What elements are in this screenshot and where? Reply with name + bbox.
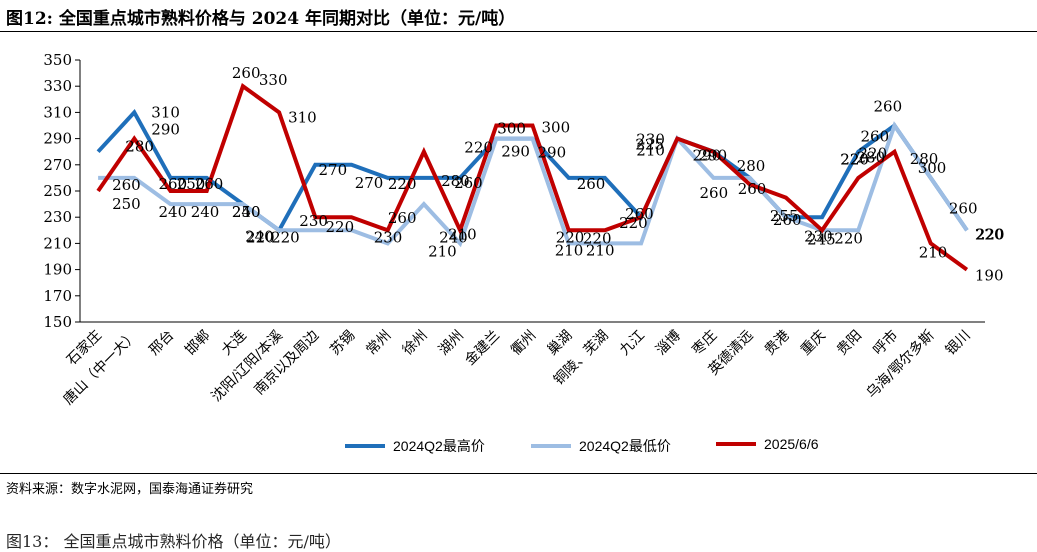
data-label: 220	[619, 214, 648, 232]
legend-item-2024q2-min: 2024Q2最低价	[531, 436, 671, 456]
legend: 2024Q2最高价 2024Q2最低价 2025/6/6	[0, 436, 1037, 458]
data-label: 270	[355, 174, 384, 192]
data-label: 240	[191, 203, 220, 221]
data-label: 220	[464, 139, 493, 157]
x-category-label: 大连	[219, 328, 250, 359]
data-label: 260	[388, 209, 417, 227]
x-category-label: 呼市	[870, 327, 902, 359]
legend-label: 2024Q2最低价	[579, 436, 671, 456]
x-category-label: 常州	[363, 328, 394, 359]
data-label: 220	[388, 175, 417, 193]
x-category-label: 重庆	[798, 328, 829, 359]
data-label: 260	[112, 176, 141, 194]
data-label: 310	[288, 108, 317, 126]
y-tick-label: 250	[43, 182, 72, 200]
x-category-label: 淄博	[652, 327, 684, 359]
series-line	[98, 126, 967, 244]
data-label: 280	[125, 138, 154, 156]
y-tick-label: 330	[43, 77, 72, 95]
data-label: 290	[151, 121, 180, 139]
legend-item-2025-6-6: 2025/6/6	[716, 436, 819, 452]
x-category-label: 贵港	[762, 328, 793, 359]
data-label: 260	[773, 211, 802, 229]
x-category-label: 苏锡	[327, 328, 358, 359]
y-tick-label: 230	[43, 208, 72, 226]
data-label: 260	[874, 98, 903, 116]
y-tick-label: 170	[43, 287, 72, 305]
x-category-label: 金建兰	[462, 328, 503, 369]
legend-item-2024q2-max: 2024Q2最高价	[345, 436, 485, 456]
data-label: 260	[700, 184, 729, 202]
data-label: 230	[299, 212, 328, 230]
x-category-labels: 石家庄唐山（中一大）邢台邯郸大连沈阳/辽阳/本溪南京以及周边苏锡常州徐州湖州金建…	[60, 327, 974, 408]
data-label: 260	[738, 180, 767, 198]
data-label: 310	[151, 103, 180, 121]
data-label: 220	[976, 225, 1005, 243]
y-tick-label: 290	[43, 130, 72, 148]
data-label: 210	[919, 243, 948, 261]
y-tick-label: 310	[43, 103, 72, 121]
data-label: 210	[586, 241, 615, 259]
data-label: 280	[737, 157, 766, 175]
data-label: 190	[975, 267, 1004, 285]
y-tick-label: 210	[43, 234, 72, 252]
data-label: 260	[577, 175, 606, 193]
data-label: 220	[246, 228, 275, 246]
x-category-label: 衢州	[508, 327, 540, 359]
data-label: 240	[159, 203, 188, 221]
data-label: 210	[636, 142, 665, 160]
x-category-label: 贵阳	[834, 328, 865, 359]
data-label: 290	[693, 147, 722, 165]
next-figure-title: 图13： 全国重点城市熟料价格（单位：元/吨）	[6, 528, 341, 552]
data-label: 260	[949, 199, 978, 217]
x-category-label: 银川	[943, 328, 974, 359]
legend-swatch-line	[716, 442, 756, 446]
y-tick-label: 190	[43, 261, 72, 279]
legend-swatch-line	[531, 444, 571, 448]
data-label: 260	[861, 128, 890, 146]
x-category-label: 邯郸	[182, 328, 213, 359]
x-category-label: 巢湖	[544, 328, 575, 359]
data-label: 250	[112, 195, 141, 213]
x-category-label: 枣庄	[689, 327, 721, 359]
y-tick-label: 350	[43, 51, 72, 69]
data-label: 230	[374, 228, 403, 246]
data-label: 210	[555, 241, 584, 259]
data-label: 240	[232, 203, 261, 221]
y-tick-labels: 150 170 190 210 230 250 270 290 310 330 350	[43, 51, 72, 331]
legend-label: 2024Q2最高价	[393, 436, 485, 456]
bottom-rule	[0, 473, 1037, 474]
x-category-label: 九江	[617, 328, 648, 359]
data-label: 290	[501, 143, 530, 161]
legend-swatch-line	[345, 444, 385, 448]
data-label: 220	[326, 218, 355, 236]
legend-label: 2025/6/6	[764, 436, 819, 452]
y-tick-label: 270	[43, 156, 72, 174]
y-tick-label: 150	[43, 313, 72, 331]
x-category-label: 湖州	[436, 328, 467, 359]
data-label: 230	[804, 227, 833, 245]
data-label: 220	[859, 145, 888, 163]
data-label: 280	[910, 150, 939, 168]
data-label: 240	[439, 228, 468, 246]
source-note: 资料来源：数字水泥网，国泰海通证券研究	[6, 478, 253, 497]
data-label: 270	[319, 161, 348, 179]
x-category-label: 邢台	[146, 328, 177, 359]
x-category-label: 南京以及周边	[251, 328, 322, 399]
data-label: 330	[259, 71, 288, 89]
x-category-label: 徐州	[400, 328, 431, 359]
data-label: 220	[271, 228, 300, 246]
data-label: 290	[538, 144, 567, 162]
data-label: 250	[177, 175, 206, 193]
data-label: 260	[232, 64, 261, 82]
data-label: 300	[542, 119, 571, 137]
data-label: 300	[497, 120, 526, 138]
data-label: 260	[454, 174, 483, 192]
data-label: 220	[834, 229, 863, 247]
